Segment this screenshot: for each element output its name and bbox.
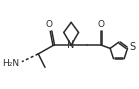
Text: H₂N: H₂N [2,59,19,68]
Text: N: N [67,40,75,50]
Text: O: O [46,20,53,29]
Text: O: O [97,20,104,29]
Text: S: S [129,42,135,52]
